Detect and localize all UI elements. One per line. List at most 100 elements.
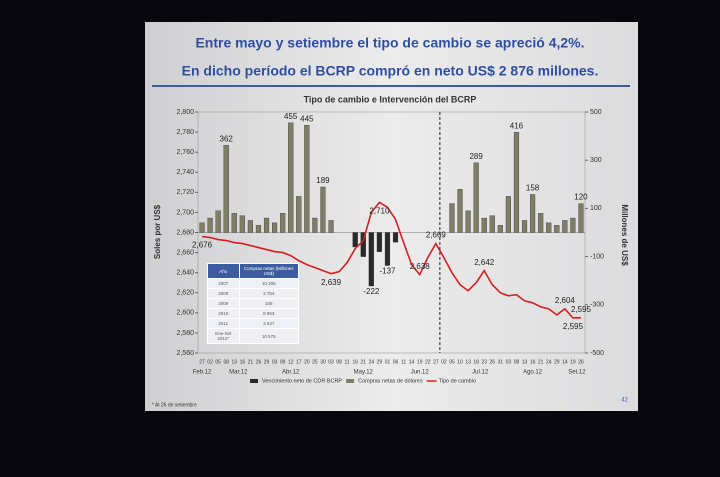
x-tick-label: 01	[385, 359, 391, 365]
x-tick-label: 08	[223, 359, 229, 365]
x-tick-label: 24	[369, 359, 375, 365]
y-tick-label: 2,640	[176, 270, 194, 277]
bar-label: 158	[526, 184, 540, 193]
y-tick-label: 2,560	[176, 350, 194, 357]
x-tick-label: 02	[441, 359, 447, 365]
y-tick-label: 2,720	[176, 189, 194, 196]
bar	[263, 217, 270, 233]
month-label: May.12	[354, 370, 374, 376]
month-label: Abr.12	[282, 370, 300, 376]
table-row: 2008 2 754	[207, 288, 299, 299]
table-row: 2007 10 306	[207, 278, 299, 289]
line-label: 2,642	[474, 258, 495, 267]
table-cell: 10 575	[238, 328, 299, 344]
y-tick-label: 2,620	[176, 290, 194, 297]
x-tick-label: 27	[199, 359, 205, 365]
legend-label: Compras netas de dólares	[358, 378, 423, 384]
x-tick-label: 21	[361, 359, 367, 365]
bar	[513, 132, 520, 233]
x-tick-label: 26	[578, 359, 584, 365]
month-label: Set.12	[568, 370, 586, 376]
x-tick-label: 12	[288, 359, 294, 365]
month-label: Ago.12	[523, 370, 543, 376]
y-tick-label: 2,740	[176, 169, 194, 176]
table-cell: 2 754	[238, 288, 299, 299]
y-tick-label: 2,760	[176, 149, 194, 156]
legend-swatch	[250, 379, 258, 383]
x-tick-label: 10	[457, 359, 463, 365]
table-cell: 8 963	[238, 308, 299, 319]
x-tick-label: 26	[256, 359, 262, 365]
table-cell: Ene-Set 2012*	[207, 328, 240, 344]
x-tick-label: 23	[481, 359, 487, 365]
table-row: 2009 108	[207, 298, 299, 309]
legend-label: Tipo de cambio	[439, 378, 476, 384]
bar	[562, 220, 568, 233]
page-number: 42	[621, 398, 628, 404]
y2-tick-label: -100	[590, 253, 604, 260]
bar	[304, 125, 310, 233]
chart-title: Tipo de cambio e Intervención del BCRP	[304, 94, 477, 104]
bar-label: 455	[284, 112, 298, 121]
table-cell: 2010	[207, 308, 240, 319]
x-tick-label: 13	[522, 359, 528, 365]
bar	[530, 194, 536, 233]
x-tick-label: 02	[207, 359, 213, 365]
y-axis-label: Soles por US$	[153, 204, 162, 259]
x-tick-label: 18	[473, 359, 479, 365]
bar	[521, 220, 528, 233]
x-tick-label: 29	[554, 359, 560, 365]
bar	[288, 122, 294, 233]
bar-label: 289	[469, 152, 483, 161]
table-cell: 2007	[207, 278, 240, 289]
line-label: 2,676	[192, 241, 213, 250]
bar	[312, 217, 318, 233]
bar	[360, 232, 366, 257]
y-tick-label: 2,700	[176, 209, 194, 216]
y2-tick-label: 300	[590, 157, 602, 164]
y-tick-label: 2,680	[176, 229, 194, 236]
table-cell: 2009	[207, 298, 240, 309]
line-label: 2,638	[410, 262, 431, 271]
bar	[473, 162, 479, 233]
bar	[320, 186, 326, 233]
bar	[546, 222, 552, 233]
x-tick-label: 27	[433, 359, 439, 365]
y-tick-label: 2,660	[176, 249, 194, 256]
line-label: 2,604	[555, 296, 576, 305]
bar	[538, 213, 544, 233]
y2-tick-label: -300	[590, 302, 604, 309]
x-tick-label: 16	[530, 359, 536, 365]
x-tick-label: 11	[345, 359, 350, 365]
bar	[505, 196, 511, 233]
x-tick-label: 31	[498, 359, 504, 365]
slide-title: Entre mayo y setiembre el tipo de cambio…	[195, 35, 584, 51]
x-tick-label: 30	[320, 359, 326, 365]
bar	[280, 213, 286, 233]
month-label: Jun.12	[411, 370, 430, 376]
table-cell: 3 537	[238, 318, 299, 329]
y-tick-label: 2,800	[176, 109, 194, 116]
x-tick-label: 11	[401, 359, 406, 365]
x-tick-label: 16	[240, 359, 246, 365]
bar	[352, 232, 358, 248]
x-tick-label: 17	[296, 359, 302, 365]
x-tick-label: 29	[264, 359, 270, 365]
x-tick-label: 20	[304, 359, 310, 365]
bar	[207, 217, 213, 233]
x-tick-label: 19	[570, 359, 576, 365]
x-tick-label: 21	[538, 359, 544, 365]
table-cell: 2008	[207, 288, 240, 299]
bar	[231, 213, 237, 233]
x-tick-label: 05	[215, 359, 221, 365]
y2-tick-label: 100	[590, 205, 602, 212]
bar	[215, 210, 221, 233]
footnote: * Al 26 de setiembre	[152, 402, 197, 408]
month-label: Mar.12	[229, 370, 248, 376]
x-tick-label: 08	[514, 359, 520, 365]
bar	[570, 217, 576, 233]
x-tick-label: 03	[328, 359, 334, 365]
x-tick-label: 21	[248, 359, 254, 365]
bar	[489, 215, 495, 233]
bar	[247, 220, 253, 233]
